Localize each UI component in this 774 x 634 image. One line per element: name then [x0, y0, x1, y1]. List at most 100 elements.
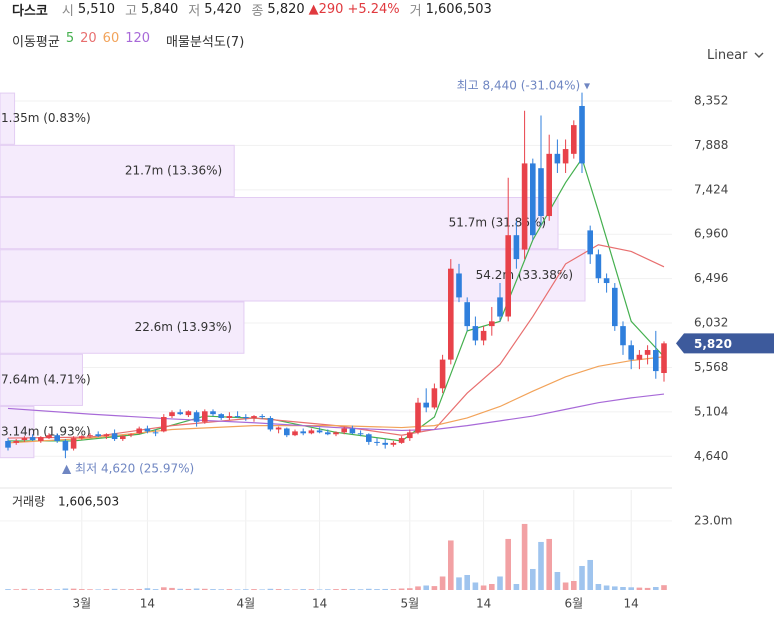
- candle-body: [448, 268, 454, 360]
- x-tick-label: 14: [140, 597, 155, 611]
- volume-bar: [38, 588, 44, 590]
- volume-bar: [472, 582, 479, 590]
- volume-bar: [218, 589, 224, 590]
- candle-body: [29, 437, 36, 440]
- volume-bar: [530, 568, 536, 590]
- volume-bar: [554, 571, 561, 590]
- y-tick-label: 7,424: [694, 182, 728, 196]
- candle-body: [300, 431, 306, 434]
- volume-bar: [21, 588, 28, 590]
- x-tick-label: 14: [624, 597, 639, 611]
- ma-legend-item[interactable]: 5: [65, 31, 75, 46]
- candle-body: [644, 350, 651, 355]
- volume-bar: [415, 586, 421, 590]
- candle-body: [128, 434, 134, 436]
- profile-label: 3.14m (1.93%): [1, 425, 91, 439]
- volume-bar: [439, 576, 446, 590]
- candle-body: [234, 416, 241, 418]
- candle-body: [103, 434, 110, 437]
- ma-legend-item[interactable]: 20: [80, 31, 97, 46]
- volume-bar: [390, 589, 397, 590]
- price-tag-label: 5,820: [694, 337, 732, 351]
- ma-legend-item[interactable]: 60: [102, 31, 120, 46]
- profile-title[interactable]: 매물분석도(7): [166, 35, 245, 50]
- ma-items: 5 20 60 120: [66, 31, 150, 50]
- candle-body: [423, 402, 429, 408]
- volume-bar: [636, 587, 643, 590]
- scale-toggle[interactable]: Linear: [707, 48, 764, 63]
- candle-body: [308, 430, 315, 434]
- volume-bar: [46, 589, 52, 590]
- candle-body: [341, 428, 347, 433]
- volume-bar: [300, 589, 306, 590]
- profile-bar: [0, 197, 559, 250]
- candle-body: [267, 417, 274, 430]
- candle-body: [464, 302, 470, 327]
- candle-body: [120, 436, 126, 440]
- header: 다스코 시 5,510 고 5,840 저 5,420 종 5,820 ▲290 +5.…: [12, 0, 492, 19]
- y-tick-label: 6,496: [694, 271, 728, 285]
- volume-bar: [546, 538, 552, 590]
- candle-body: [144, 428, 151, 432]
- profile-label: 21.7m (13.36%): [125, 163, 222, 177]
- profile-bar: [0, 249, 586, 302]
- scale-label[interactable]: Linear: [707, 48, 748, 63]
- price-tag: [676, 333, 774, 354]
- volume-bar: [423, 585, 429, 590]
- chevron: [754, 52, 764, 58]
- candle-body: [636, 354, 643, 360]
- candle-body: [513, 235, 520, 260]
- volume-bar: [193, 588, 200, 590]
- candle-body: [54, 435, 60, 441]
- volume-bar: [612, 586, 618, 590]
- volume-bar: [226, 589, 233, 590]
- stock-name: 다스코: [12, 3, 48, 19]
- volume-bar: [70, 588, 77, 590]
- ma-line: [8, 157, 665, 442]
- volume-bar: [538, 541, 544, 590]
- volume-bar: [603, 585, 610, 590]
- ma-legend-item[interactable]: 120: [125, 31, 151, 46]
- volume-bar: [177, 588, 183, 590]
- y-tick-label: 4,640: [694, 449, 728, 463]
- candle-body: [628, 345, 634, 360]
- volume-bar: [366, 588, 372, 590]
- volume-bar: [316, 589, 323, 590]
- field-value: 1,606,503: [425, 1, 492, 17]
- low-annotation: ▲ 최저 4,620 (25.97%): [62, 462, 194, 476]
- volume-bar: [513, 583, 520, 590]
- change-pct: +5.24%: [347, 1, 400, 17]
- volume-bar: [5, 589, 11, 590]
- candle-body: [579, 105, 585, 164]
- candle-body: [505, 235, 511, 317]
- candle-body: [439, 359, 446, 389]
- volume-bar: [79, 589, 85, 590]
- candle-body: [169, 412, 175, 417]
- volume-title: 거래량: [12, 495, 45, 509]
- candle-body: [595, 254, 602, 279]
- volume-bar: [562, 582, 569, 590]
- volume-bar: [325, 589, 331, 590]
- candle-body: [554, 153, 561, 164]
- profile-label: 51.7m (31.86%): [449, 216, 546, 230]
- candle-body: [70, 438, 77, 449]
- field-value: 5,420: [204, 1, 242, 17]
- x-tick-label: 6월: [564, 597, 583, 611]
- volume-bar: [653, 586, 659, 590]
- candle-body: [243, 417, 249, 419]
- y-tick-label: 8,352: [694, 94, 728, 108]
- candle-body: [456, 273, 462, 298]
- candle-body: [46, 435, 52, 439]
- candle-body: [366, 434, 372, 442]
- candle-body: [38, 437, 44, 441]
- ma-line: [7, 393, 665, 432]
- candle-body: [136, 428, 142, 434]
- volume-bar: [267, 588, 274, 590]
- candle-body: [202, 411, 208, 422]
- volume-bar: [169, 587, 175, 590]
- volume-bar: [374, 589, 380, 590]
- candle-body: [612, 287, 618, 327]
- ma-title[interactable]: 이동평균: [12, 35, 60, 50]
- x-tick-label: 3월: [72, 597, 91, 611]
- volume-bar: [54, 589, 60, 590]
